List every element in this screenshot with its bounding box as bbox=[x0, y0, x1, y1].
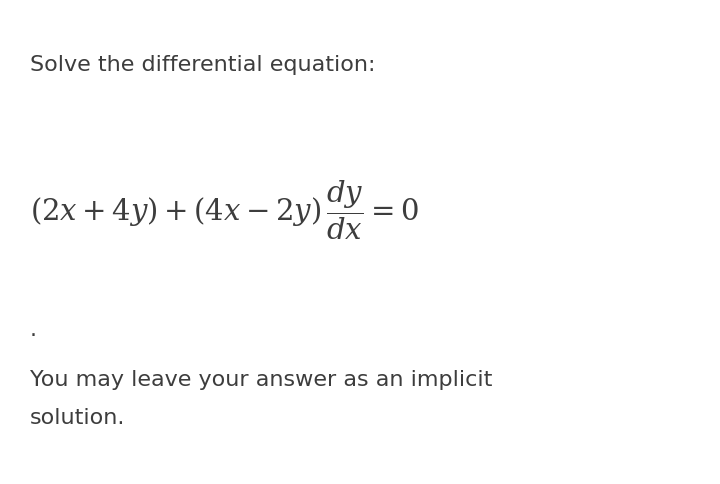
Text: solution.: solution. bbox=[30, 408, 125, 428]
Text: $(2x + 4y) + (4x - 2y)\,\dfrac{dy}{dx} = 0$: $(2x + 4y) + (4x - 2y)\,\dfrac{dy}{dx} =… bbox=[30, 179, 419, 242]
Text: .: . bbox=[30, 320, 37, 340]
Text: Solve the differential equation:: Solve the differential equation: bbox=[30, 55, 376, 75]
Text: You may leave your answer as an implicit: You may leave your answer as an implicit bbox=[30, 370, 492, 390]
